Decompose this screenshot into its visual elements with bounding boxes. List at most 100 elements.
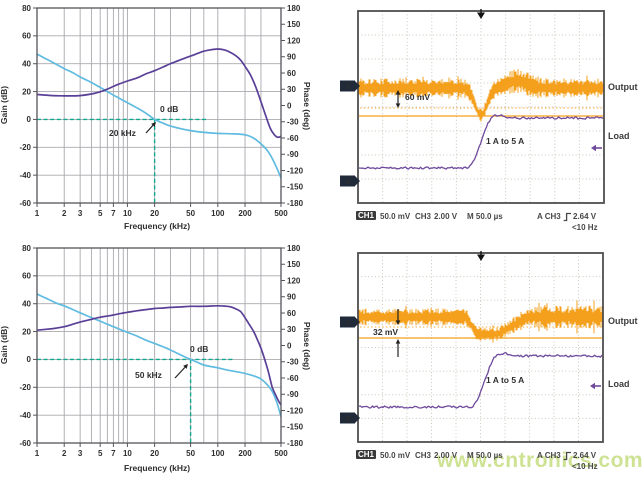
svg-text:-150: -150 bbox=[287, 183, 304, 192]
svg-text:40: 40 bbox=[22, 60, 31, 69]
trigger-source-readout: A CH3 bbox=[537, 212, 561, 221]
svg-text:0: 0 bbox=[27, 355, 32, 364]
svg-text:-180: -180 bbox=[287, 439, 304, 448]
ch1-scale-readout: 50.0 mV bbox=[380, 212, 411, 221]
svg-text:200: 200 bbox=[238, 209, 252, 218]
svg-text:150: 150 bbox=[287, 20, 301, 29]
bode-plot-bottom: 1 2 3 5 7 10 20 50 100 200 500 80 60 40 20 0 -20 -40 -60 18… bbox=[0, 239, 320, 479]
svg-text:10: 10 bbox=[123, 209, 132, 218]
svg-text:1: 1 bbox=[345, 318, 349, 327]
watermark-text: www.cntronics.com bbox=[437, 449, 643, 472]
timebase-readout: M 50.0 µs bbox=[467, 451, 503, 460]
load-step-label: 1 A to 5 A bbox=[486, 136, 525, 146]
svg-text:500: 500 bbox=[274, 209, 288, 218]
phase-axis-label: Phase (deg) bbox=[302, 81, 313, 131]
svg-text:100: 100 bbox=[211, 209, 225, 218]
ch3-readout-badge: CH3 bbox=[415, 451, 432, 460]
trigger-frequency-readout: <10 Hz bbox=[572, 462, 598, 471]
svg-text:0: 0 bbox=[287, 341, 292, 350]
ch1-readout-badge: CH1 bbox=[356, 211, 377, 220]
svg-text:-40: -40 bbox=[19, 411, 31, 420]
zero-db-annotation: 0 dB bbox=[160, 104, 179, 114]
bode-plot-top-canvas: 1 2 3 5 7 10 20 50 100 200 500806040200-20-40-6018… bbox=[19, 4, 304, 218]
ch3-scale-readout: 2.00 V bbox=[434, 451, 458, 460]
svg-text:180: 180 bbox=[287, 244, 301, 253]
bode-plot-top: 1 2 3 5 7 10 20 50 100 200 500 80 60 40 20 0 -20 -40 -60 18… bbox=[0, 0, 320, 240]
svg-text:-60: -60 bbox=[287, 374, 299, 383]
svg-text:-90: -90 bbox=[287, 390, 299, 399]
svg-text:1: 1 bbox=[345, 82, 349, 91]
frequency-axis-label: Frequency (kHz) bbox=[124, 463, 191, 473]
svg-text:50: 50 bbox=[186, 209, 195, 218]
oscilloscope-top-canvas: 13 bbox=[340, 9, 605, 204]
svg-text:-20: -20 bbox=[19, 383, 31, 392]
svg-text:3: 3 bbox=[345, 177, 349, 186]
ch3-scale-readout: 2.00 V bbox=[434, 212, 458, 221]
svg-text:10: 10 bbox=[123, 449, 132, 458]
svg-text:120: 120 bbox=[287, 276, 301, 285]
svg-text:7: 7 bbox=[111, 449, 116, 458]
svg-text:0: 0 bbox=[287, 101, 292, 110]
svg-text:150: 150 bbox=[287, 260, 301, 269]
svg-text:120: 120 bbox=[287, 36, 301, 45]
bode-plot-bottom-canvas: 1 2 3 5 7 10 20 50 100 200 500806040200-20-40-6018… bbox=[19, 244, 304, 458]
svg-text:2: 2 bbox=[62, 449, 67, 458]
output-trace-label: Output bbox=[608, 316, 638, 326]
svg-text:-60: -60 bbox=[19, 439, 31, 448]
svg-text:100: 100 bbox=[211, 449, 225, 458]
svg-text:-180: -180 bbox=[287, 199, 304, 208]
trigger-source-readout: A CH3 bbox=[537, 451, 561, 460]
svg-text:90: 90 bbox=[287, 293, 296, 302]
svg-text:20: 20 bbox=[150, 449, 159, 458]
svg-text:1: 1 bbox=[35, 209, 40, 218]
load-step-label: 1 A to 5 A bbox=[486, 375, 525, 385]
svg-text:-30: -30 bbox=[287, 118, 299, 127]
svg-text:30: 30 bbox=[287, 325, 296, 334]
phase-axis-label: Phase (deg) bbox=[302, 321, 313, 371]
svg-text:20: 20 bbox=[22, 327, 31, 336]
frequency-axis-label: Frequency (kHz) bbox=[124, 221, 191, 231]
trigger-frequency-readout: <10 Hz bbox=[572, 223, 598, 232]
crossover-frequency-annotation: 50 kHz bbox=[135, 370, 162, 380]
ripple-measurement-label: 60 mV bbox=[405, 92, 431, 102]
svg-text:-60: -60 bbox=[287, 134, 299, 143]
svg-text:-120: -120 bbox=[287, 166, 304, 175]
svg-text:180: 180 bbox=[287, 4, 301, 13]
crossover-frequency-annotation: 20 kHz bbox=[109, 128, 136, 138]
trigger-level-readout: 2.64 V bbox=[573, 451, 597, 460]
svg-text:60: 60 bbox=[287, 309, 296, 318]
svg-text:7: 7 bbox=[111, 209, 116, 218]
ch3-readout-badge: CH3 bbox=[415, 212, 432, 221]
svg-text:20: 20 bbox=[150, 209, 159, 218]
svg-text:5: 5 bbox=[98, 209, 103, 218]
load-trace-label: Load bbox=[608, 131, 630, 141]
svg-text:80: 80 bbox=[22, 244, 31, 253]
svg-text:-40: -40 bbox=[19, 171, 31, 180]
ch1-scale-readout: 50.0 mV bbox=[380, 451, 411, 460]
gain-axis-label: Gain (dB) bbox=[0, 325, 10, 365]
svg-text:90: 90 bbox=[287, 53, 296, 62]
svg-text:80: 80 bbox=[22, 4, 31, 13]
svg-text:-120: -120 bbox=[287, 406, 304, 415]
output-trace-label: Output bbox=[608, 82, 638, 92]
timebase-readout: M 50.0 µs bbox=[467, 212, 503, 221]
svg-text:60: 60 bbox=[22, 32, 31, 41]
svg-text:1: 1 bbox=[35, 449, 40, 458]
svg-text:3: 3 bbox=[78, 449, 83, 458]
svg-text:-30: -30 bbox=[287, 358, 299, 367]
zero-db-annotation: 0 dB bbox=[190, 344, 209, 354]
ch1-readout-badge: CH1 bbox=[356, 450, 377, 459]
svg-text:-90: -90 bbox=[287, 150, 299, 159]
svg-text:500: 500 bbox=[274, 449, 288, 458]
svg-text:0: 0 bbox=[27, 115, 32, 124]
oscilloscope-bottom-canvas: 13 bbox=[340, 251, 604, 443]
svg-text:200: 200 bbox=[238, 449, 252, 458]
svg-text:-60: -60 bbox=[19, 199, 31, 208]
svg-text:50: 50 bbox=[186, 449, 195, 458]
svg-text:-20: -20 bbox=[19, 143, 31, 152]
svg-text:40: 40 bbox=[22, 300, 31, 309]
svg-text:20: 20 bbox=[22, 87, 31, 96]
svg-text:60: 60 bbox=[22, 272, 31, 281]
svg-text:30: 30 bbox=[287, 85, 296, 94]
